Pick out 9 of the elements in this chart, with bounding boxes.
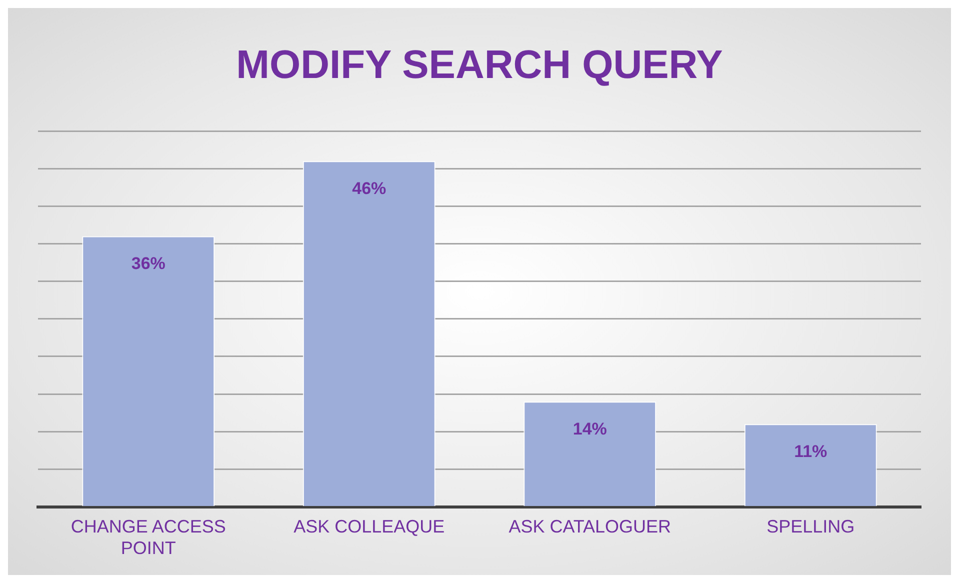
data-label: 46%	[352, 178, 386, 198]
data-label: 36%	[131, 254, 166, 273]
x-tick-label: CHANGE ACCESS POINT	[70, 516, 226, 558]
x-tick-label: ASK CATALOGUER	[508, 516, 672, 537]
x-tick-label: SPELLING	[766, 516, 855, 537]
data-label: 11%	[794, 442, 828, 461]
chart-title: MODIFY SEARCH QUERY	[236, 43, 724, 88]
data-label: 14%	[572, 419, 607, 438]
x-tick-label: ASK COLLEAQUE	[294, 516, 445, 537]
